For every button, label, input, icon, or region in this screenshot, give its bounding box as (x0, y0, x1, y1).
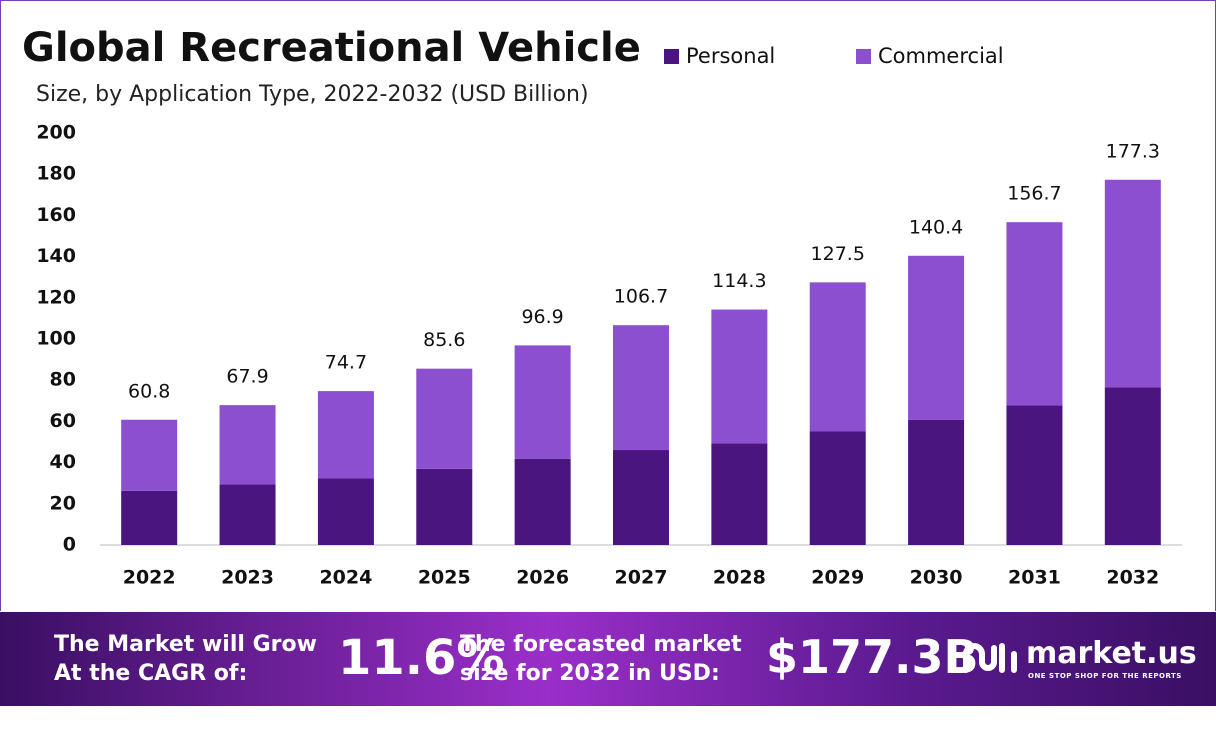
x-tick-label: 2027 (615, 567, 668, 589)
bar-segment (317, 391, 374, 479)
bar-segment (613, 450, 669, 545)
x-tick-label: 2032 (1106, 567, 1159, 589)
bar-segment (514, 458, 571, 545)
bar-segment (711, 309, 768, 444)
bar-segment (416, 468, 473, 545)
x-tick-label: 2026 (516, 567, 569, 589)
bar-segment (121, 490, 178, 545)
chart-subtitle: Size, by Application Type, 2022-2032 (US… (36, 82, 589, 107)
y-tick-label: 180 (36, 163, 76, 185)
bar-segment (121, 419, 178, 491)
legend-swatch (664, 49, 679, 64)
total-label: 140.4 (909, 216, 963, 238)
y-tick-label: 40 (50, 451, 76, 473)
bar-segment (908, 419, 965, 545)
total-label: 74.7 (325, 352, 367, 374)
bar-segment (514, 345, 571, 459)
bar-segment (219, 484, 276, 545)
y-tick-label: 100 (36, 328, 76, 350)
total-label: 67.9 (226, 366, 268, 388)
cagr-caption: The Market will Grow At the CAGR of: (54, 630, 317, 688)
chart-title: Global Recreational Vehicle (22, 25, 641, 71)
caption-line: The Market will Grow (54, 632, 317, 657)
x-tick-label: 2031 (1008, 567, 1061, 589)
size-caption: The forecasted market size for 2032 in U… (460, 630, 742, 688)
chart: Global Recreational Vehicle Size, by App… (22, 25, 1182, 589)
total-label: 177.3 (1106, 140, 1160, 162)
bar-segment (1104, 387, 1161, 545)
total-label: 85.6 (423, 329, 465, 351)
bar-segment (317, 478, 374, 545)
bar-segment (416, 368, 473, 469)
cagr-value: 11.6% (338, 630, 505, 686)
x-tick-label: 2030 (910, 567, 963, 589)
legend-swatch (856, 49, 871, 64)
total-label: 106.7 (614, 286, 668, 308)
bar-segment (908, 255, 965, 420)
banner: The Market will Grow At the CAGR of: 11.… (0, 612, 1216, 706)
y-tick-label: 20 (50, 492, 76, 514)
bar-segment (809, 282, 866, 432)
bar-segment (809, 431, 866, 545)
bar-segment (613, 325, 669, 451)
y-tick-label: 120 (36, 286, 76, 308)
logo-text: market.us (1026, 636, 1197, 671)
legend-label: Commercial (878, 44, 1004, 68)
total-label: 60.8 (128, 380, 170, 402)
total-label: 127.5 (811, 243, 865, 265)
bar-segment (1006, 222, 1063, 406)
total-label: 156.7 (1007, 183, 1061, 205)
y-tick-label: 60 (50, 410, 76, 432)
bar-segment (1006, 405, 1063, 545)
bar-segment (219, 405, 276, 485)
caption-line: The forecasted market (460, 632, 742, 657)
total-label: 96.9 (521, 306, 563, 328)
bar-segment (711, 443, 768, 545)
x-tick-label: 2025 (418, 567, 471, 589)
y-tick-label: 140 (36, 245, 76, 267)
total-label: 114.3 (712, 270, 766, 292)
x-tick-label: 2029 (811, 567, 864, 589)
y-tick-label: 80 (50, 369, 76, 391)
size-value: $177.3B (766, 630, 979, 684)
x-tick-label: 2024 (319, 567, 372, 589)
y-tick-label: 0 (63, 534, 76, 556)
bar-segment (1104, 179, 1161, 388)
logo-tagline: ONE STOP SHOP FOR THE REPORTS (1028, 672, 1182, 680)
caption-line: size for 2032 in USD: (460, 661, 720, 686)
y-tick-label: 200 (36, 122, 76, 144)
x-tick-label: 2023 (221, 567, 274, 589)
caption-line: At the CAGR of: (54, 661, 248, 686)
x-tick-label: 2022 (123, 567, 176, 589)
y-tick-label: 160 (36, 204, 76, 226)
x-tick-label: 2028 (713, 567, 766, 589)
legend-label: Personal (686, 44, 775, 68)
logo-icon (963, 643, 1017, 673)
